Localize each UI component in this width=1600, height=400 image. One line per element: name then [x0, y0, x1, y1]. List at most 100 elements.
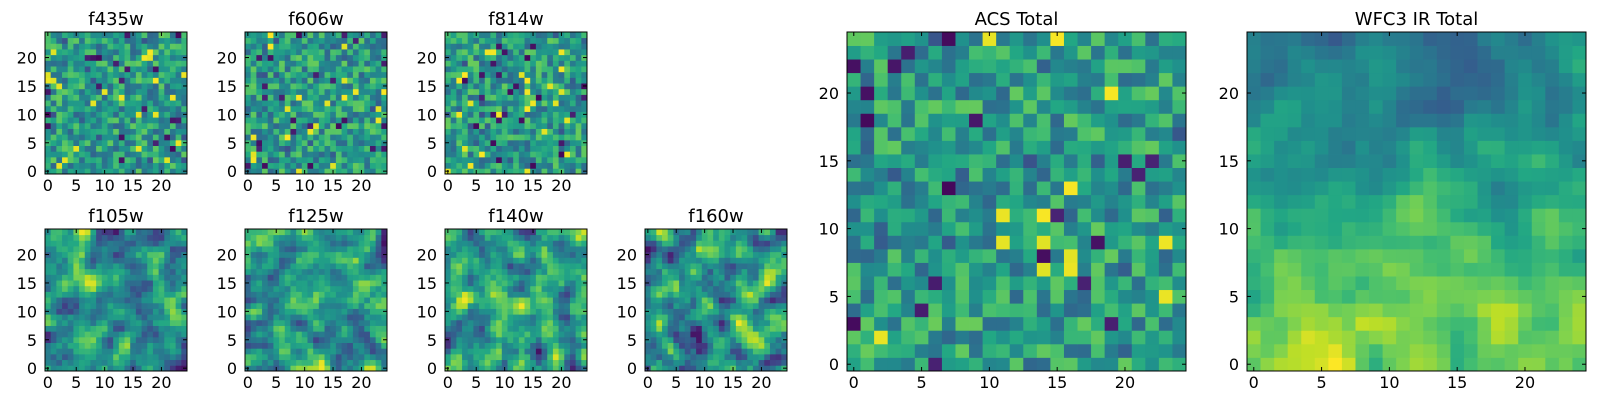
- heatmap-cell: [358, 257, 365, 264]
- heatmap-cell: [1063, 221, 1078, 236]
- heatmap-cell: [518, 331, 525, 338]
- heatmap-cell: [96, 134, 103, 141]
- heatmap-cell: [347, 77, 354, 84]
- heatmap-cell: [450, 156, 457, 164]
- heatmap-cell: [330, 280, 337, 287]
- heatmap-cell: [1104, 208, 1119, 223]
- heatmap-cell: [301, 54, 308, 61]
- heatmap-cell: [147, 263, 154, 270]
- heatmap-cell: [262, 234, 269, 241]
- heatmap-cell: [1172, 248, 1187, 263]
- heatmap-cell: [513, 314, 520, 321]
- heatmap-cell: [718, 229, 725, 236]
- heatmap-cell: [764, 365, 771, 372]
- heatmap-cell: [473, 128, 480, 135]
- heatmap-cell: [364, 359, 371, 366]
- heatmap-cell: [152, 251, 159, 258]
- heatmap-cell: [67, 353, 74, 361]
- heatmap-cell: [741, 274, 748, 281]
- heatmap-cell: [1158, 181, 1173, 196]
- heatmap-cell: [575, 71, 582, 78]
- heatmap-cell: [135, 285, 142, 292]
- heatmap-cell: [1131, 276, 1146, 291]
- heatmap-cell: [141, 257, 148, 264]
- y-tick-label: 5: [227, 134, 237, 153]
- heatmap-cell: [679, 336, 686, 343]
- heatmap-cell: [1091, 343, 1106, 358]
- heatmap-cell: [347, 274, 354, 281]
- heatmap-cell: [301, 83, 308, 90]
- heatmap-cell: [90, 88, 97, 95]
- heatmap-cell: [352, 162, 359, 169]
- heatmap-cell: [467, 54, 474, 61]
- heatmap-cell: [113, 240, 120, 247]
- heatmap-cell: [484, 263, 491, 270]
- heatmap-cell: [781, 291, 788, 298]
- heatmap-cell: [175, 151, 182, 158]
- heatmap-cell: [684, 229, 691, 236]
- heatmap-cell: [245, 49, 252, 56]
- heatmap-cell: [84, 251, 91, 258]
- heatmap-cell: [501, 139, 508, 146]
- heatmap-cell: [296, 145, 303, 152]
- heatmap-cell: [490, 60, 497, 67]
- heatmap-cell: [324, 168, 331, 175]
- heatmap-cell: [456, 139, 463, 146]
- heatmap-cell: [479, 139, 486, 146]
- heatmap-cell: [96, 37, 103, 44]
- heatmap-cell: [860, 248, 875, 263]
- heatmap-cell: [107, 151, 114, 158]
- heatmap-cell: [273, 49, 280, 56]
- heatmap-cell: [479, 43, 486, 50]
- heatmap-cell: [124, 359, 131, 366]
- heatmap-cell: [445, 285, 452, 292]
- heatmap-cell: [175, 71, 182, 78]
- heatmap-cell: [335, 100, 342, 107]
- heatmap-cell: [673, 308, 680, 315]
- heatmap-cell: [518, 251, 525, 258]
- heatmap-cell: [1118, 262, 1133, 277]
- heatmap-cell: [141, 285, 148, 292]
- heatmap-cell: [752, 263, 759, 270]
- heatmap-cell: [490, 88, 497, 95]
- heatmap-cell: [245, 134, 252, 141]
- heatmap-cell: [50, 111, 57, 118]
- heatmap-cell: [101, 353, 108, 361]
- heatmap-cell: [56, 251, 63, 258]
- heatmap-cell: [1050, 276, 1065, 291]
- heatmap-cell: [569, 156, 577, 164]
- heatmap-cell: [113, 268, 120, 275]
- heatmap-cell: [547, 88, 554, 95]
- heatmap-cell: [473, 60, 480, 67]
- heatmap-cell: [135, 88, 142, 95]
- heatmap-cell: [484, 240, 491, 247]
- heatmap-cell: [175, 251, 182, 258]
- heatmap-cell: [701, 314, 708, 321]
- heatmap-cell: [473, 117, 480, 124]
- heatmap-cell: [535, 94, 542, 101]
- heatmap-cell: [941, 357, 956, 372]
- heatmap-cell: [507, 234, 514, 241]
- heatmap-cell: [969, 248, 983, 263]
- heatmap-cell: [564, 43, 571, 50]
- heatmap-cell: [752, 240, 759, 247]
- heatmap-cell: [467, 162, 474, 169]
- heatmap-cell: [256, 83, 263, 90]
- heatmap-cell: [752, 280, 759, 287]
- heatmap-cell: [290, 111, 297, 118]
- heatmap-cell: [50, 234, 57, 241]
- heatmap-cell: [141, 302, 148, 309]
- heatmap-cell: [352, 263, 359, 270]
- heatmap-cell: [352, 291, 359, 298]
- heatmap-cell: [696, 325, 703, 332]
- heatmap-cell: [484, 274, 491, 281]
- heatmap-cell: [547, 54, 554, 61]
- heatmap-cell: [507, 319, 514, 326]
- heatmap-cell: [518, 134, 525, 141]
- heatmap-cell: [169, 359, 177, 366]
- heatmap-cell: [450, 251, 457, 258]
- heatmap-cell: [696, 302, 703, 309]
- heatmap-cell: [450, 297, 457, 304]
- heatmap-cell: [84, 105, 91, 112]
